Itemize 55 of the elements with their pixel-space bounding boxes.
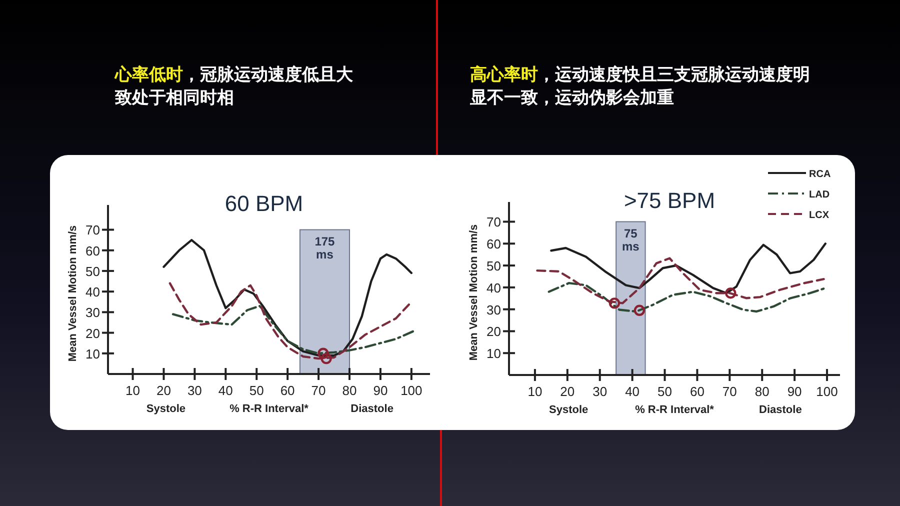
text: Diastole <box>759 404 802 416</box>
x-tick-label: 50 <box>658 384 672 399</box>
band-label: 75 ms <box>622 226 640 254</box>
x-tick-label: 60 <box>690 384 704 399</box>
x-tick-label: 30 <box>592 384 608 399</box>
x-tick-label: 20 <box>560 384 575 399</box>
x-tick-label: 40 <box>625 384 640 399</box>
text: Systole <box>549 404 588 416</box>
chart-subtitle: >75 BPM <box>624 188 716 213</box>
legend-label: RCA <box>809 169 831 180</box>
x-tick-label: 60 <box>280 383 295 398</box>
chart-subtitle: 60 BPM <box>224 191 304 216</box>
x-tick-label: 10 <box>126 383 140 398</box>
y-tick-label: 20 <box>486 324 501 340</box>
y-tick-label: 10 <box>86 346 100 362</box>
text: Diastole <box>350 403 394 415</box>
y-tick-label: 40 <box>86 284 100 300</box>
legend-label: LAD <box>809 190 830 200</box>
x-tick-label: 50 <box>249 383 264 398</box>
x-tick-label: 100 <box>816 384 838 399</box>
x-tick-label: 90 <box>373 383 388 398</box>
text: Systole <box>146 403 186 415</box>
x-tick-label: 20 <box>156 383 171 398</box>
y-tick-label: 60 <box>86 243 100 258</box>
point <box>725 288 736 299</box>
y-axis-title: Mean Vessel Motion mm/s <box>468 224 480 361</box>
x-tick-label: 10 <box>528 384 542 399</box>
x-axis-title: % R-R Interval* <box>230 403 310 415</box>
y-tick-label: 20 <box>86 326 100 341</box>
y-tick-label: 40 <box>486 280 501 296</box>
y-tick-label: 10 <box>486 346 501 362</box>
legend-label: LCX <box>809 210 830 221</box>
y-tick-label: 70 <box>86 222 100 238</box>
y-tick-label: 30 <box>486 302 501 318</box>
y-tick-label: 30 <box>86 305 100 320</box>
x-tick-label: 30 <box>187 383 202 398</box>
chart-title: 高心率时，运动速度快且三支冠脉运动速度明显不一致，运动伪影会加重 <box>470 64 811 109</box>
y-tick-label: 50 <box>86 264 100 279</box>
y-axis-title: Mean Vessel Motion mm/s <box>67 225 79 362</box>
x-axis-title: % R-R Interval* <box>635 404 715 416</box>
x-tick-label: 70 <box>311 383 326 398</box>
x-tick-label: 70 <box>722 384 737 399</box>
x-tick-label: 80 <box>342 383 357 398</box>
chart-title: 心率低时，冠脉运动速度低且大致处于相同时相 <box>115 64 354 109</box>
x-tick-label: 100 <box>400 383 422 398</box>
point <box>608 298 620 309</box>
y-tick-label: 70 <box>486 214 501 230</box>
x-tick-label: 80 <box>754 384 770 399</box>
x-tick-label: 40 <box>218 383 233 398</box>
y-tick-label: 50 <box>486 258 501 274</box>
band-label: 175 ms <box>314 234 336 262</box>
y-tick-label: 60 <box>486 236 501 252</box>
x-tick-label: 90 <box>787 384 802 399</box>
point <box>634 304 646 316</box>
line-series <box>168 282 413 360</box>
